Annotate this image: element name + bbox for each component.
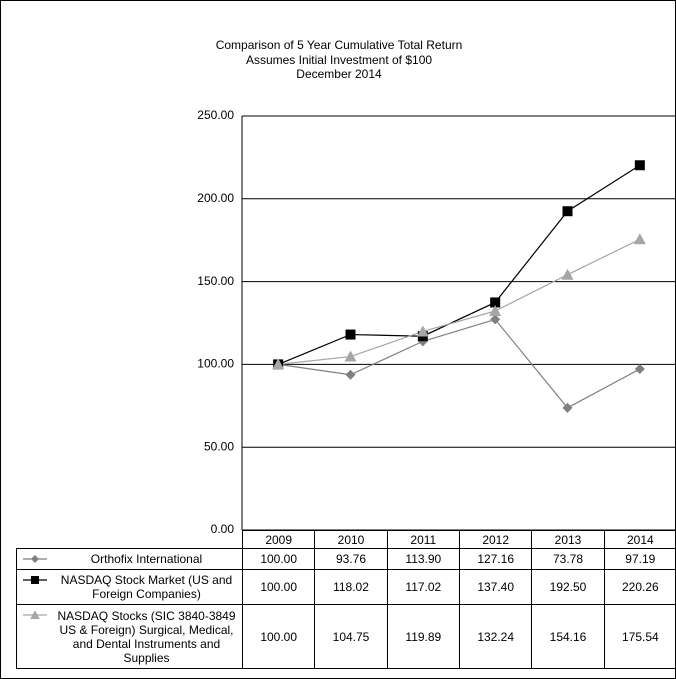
table-value-cell: 192.50	[531, 569, 605, 605]
legend-label: Orthofix International	[90, 552, 203, 566]
chart-subtitle: December 2014	[296, 67, 382, 81]
legend-label: NASDAQ Stocks (SIC 3840-3849 US & Foreig…	[57, 608, 236, 665]
table-header-cell: 2014	[603, 530, 675, 549]
y-tick-label: 0.00	[211, 522, 235, 536]
table-value-cell: 73.78	[531, 548, 605, 570]
table-value-cell: 93.76	[314, 548, 388, 570]
table-header-cell: 2011	[386, 530, 460, 549]
legend-cell: NASDAQ Stock Market (US and Foreign Comp…	[16, 569, 243, 605]
diamond-marker	[345, 369, 356, 380]
legend-icon	[23, 610, 47, 619]
square-marker	[490, 297, 501, 308]
y-tick-label: 200.00	[197, 191, 234, 205]
table-value-cell: 137.40	[459, 569, 533, 605]
diamond-marker	[562, 402, 573, 413]
table-value-cell: 154.16	[531, 604, 605, 669]
table-value-cell: 127.16	[459, 548, 533, 570]
chart-subtitle: Assumes Initial Investment of $100	[246, 53, 432, 67]
square-marker	[345, 329, 356, 340]
table-header-cell: 2010	[314, 530, 388, 549]
series-line	[278, 318, 641, 409]
table-value-cell: 104.75	[314, 604, 388, 669]
y-tick-label: 50.00	[204, 439, 234, 453]
y-tick-label: 150.00	[197, 274, 234, 288]
table-value-cell: 118.02	[314, 569, 388, 605]
legend-icon	[23, 576, 47, 584]
table-value-cell: 100.00	[242, 569, 316, 605]
table-value-cell: 119.89	[386, 604, 460, 669]
triangle-marker	[633, 233, 646, 245]
diamond-marker	[634, 364, 645, 375]
triangle-marker	[489, 305, 502, 317]
series-line	[278, 238, 641, 365]
table-value-cell: 220.26	[603, 569, 675, 605]
table-value-cell: 175.54	[603, 604, 675, 669]
table-value-cell: 132.24	[459, 604, 533, 669]
table-value-cell: 113.90	[386, 548, 460, 570]
chart-title: Comparison of 5 Year Cumulative Total Re…	[216, 38, 463, 52]
table-value-cell: 100.00	[242, 548, 316, 570]
triangle-marker	[561, 268, 574, 280]
table-header-cell: 2009	[242, 530, 316, 549]
diamond-marker	[490, 314, 501, 325]
y-tick-label: 250.00	[197, 108, 234, 122]
square-marker	[31, 576, 39, 584]
square-marker	[634, 160, 645, 171]
table-header-cell: 2012	[459, 530, 533, 549]
triangle-marker	[272, 358, 285, 370]
table-value-cell: 100.00	[242, 604, 316, 669]
triangle-marker	[30, 610, 40, 619]
series-line	[277, 164, 641, 365]
triangle-marker	[416, 325, 429, 337]
legend-icon	[23, 555, 47, 563]
diamond-marker	[31, 555, 39, 563]
table-header-cell: 2013	[531, 530, 605, 549]
triangle-marker	[344, 350, 357, 362]
legend-cell: NASDAQ Stocks (SIC 3840-3849 US & Foreig…	[16, 604, 243, 669]
legend-label: NASDAQ Stock Market (US and Foreign Comp…	[60, 573, 233, 601]
table-value-cell: 117.02	[386, 569, 460, 605]
table-value-cell: 97.19	[603, 548, 675, 570]
legend-cell: Orthofix International	[16, 548, 243, 570]
y-tick-label: 100.00	[197, 357, 234, 371]
square-marker	[562, 206, 573, 217]
